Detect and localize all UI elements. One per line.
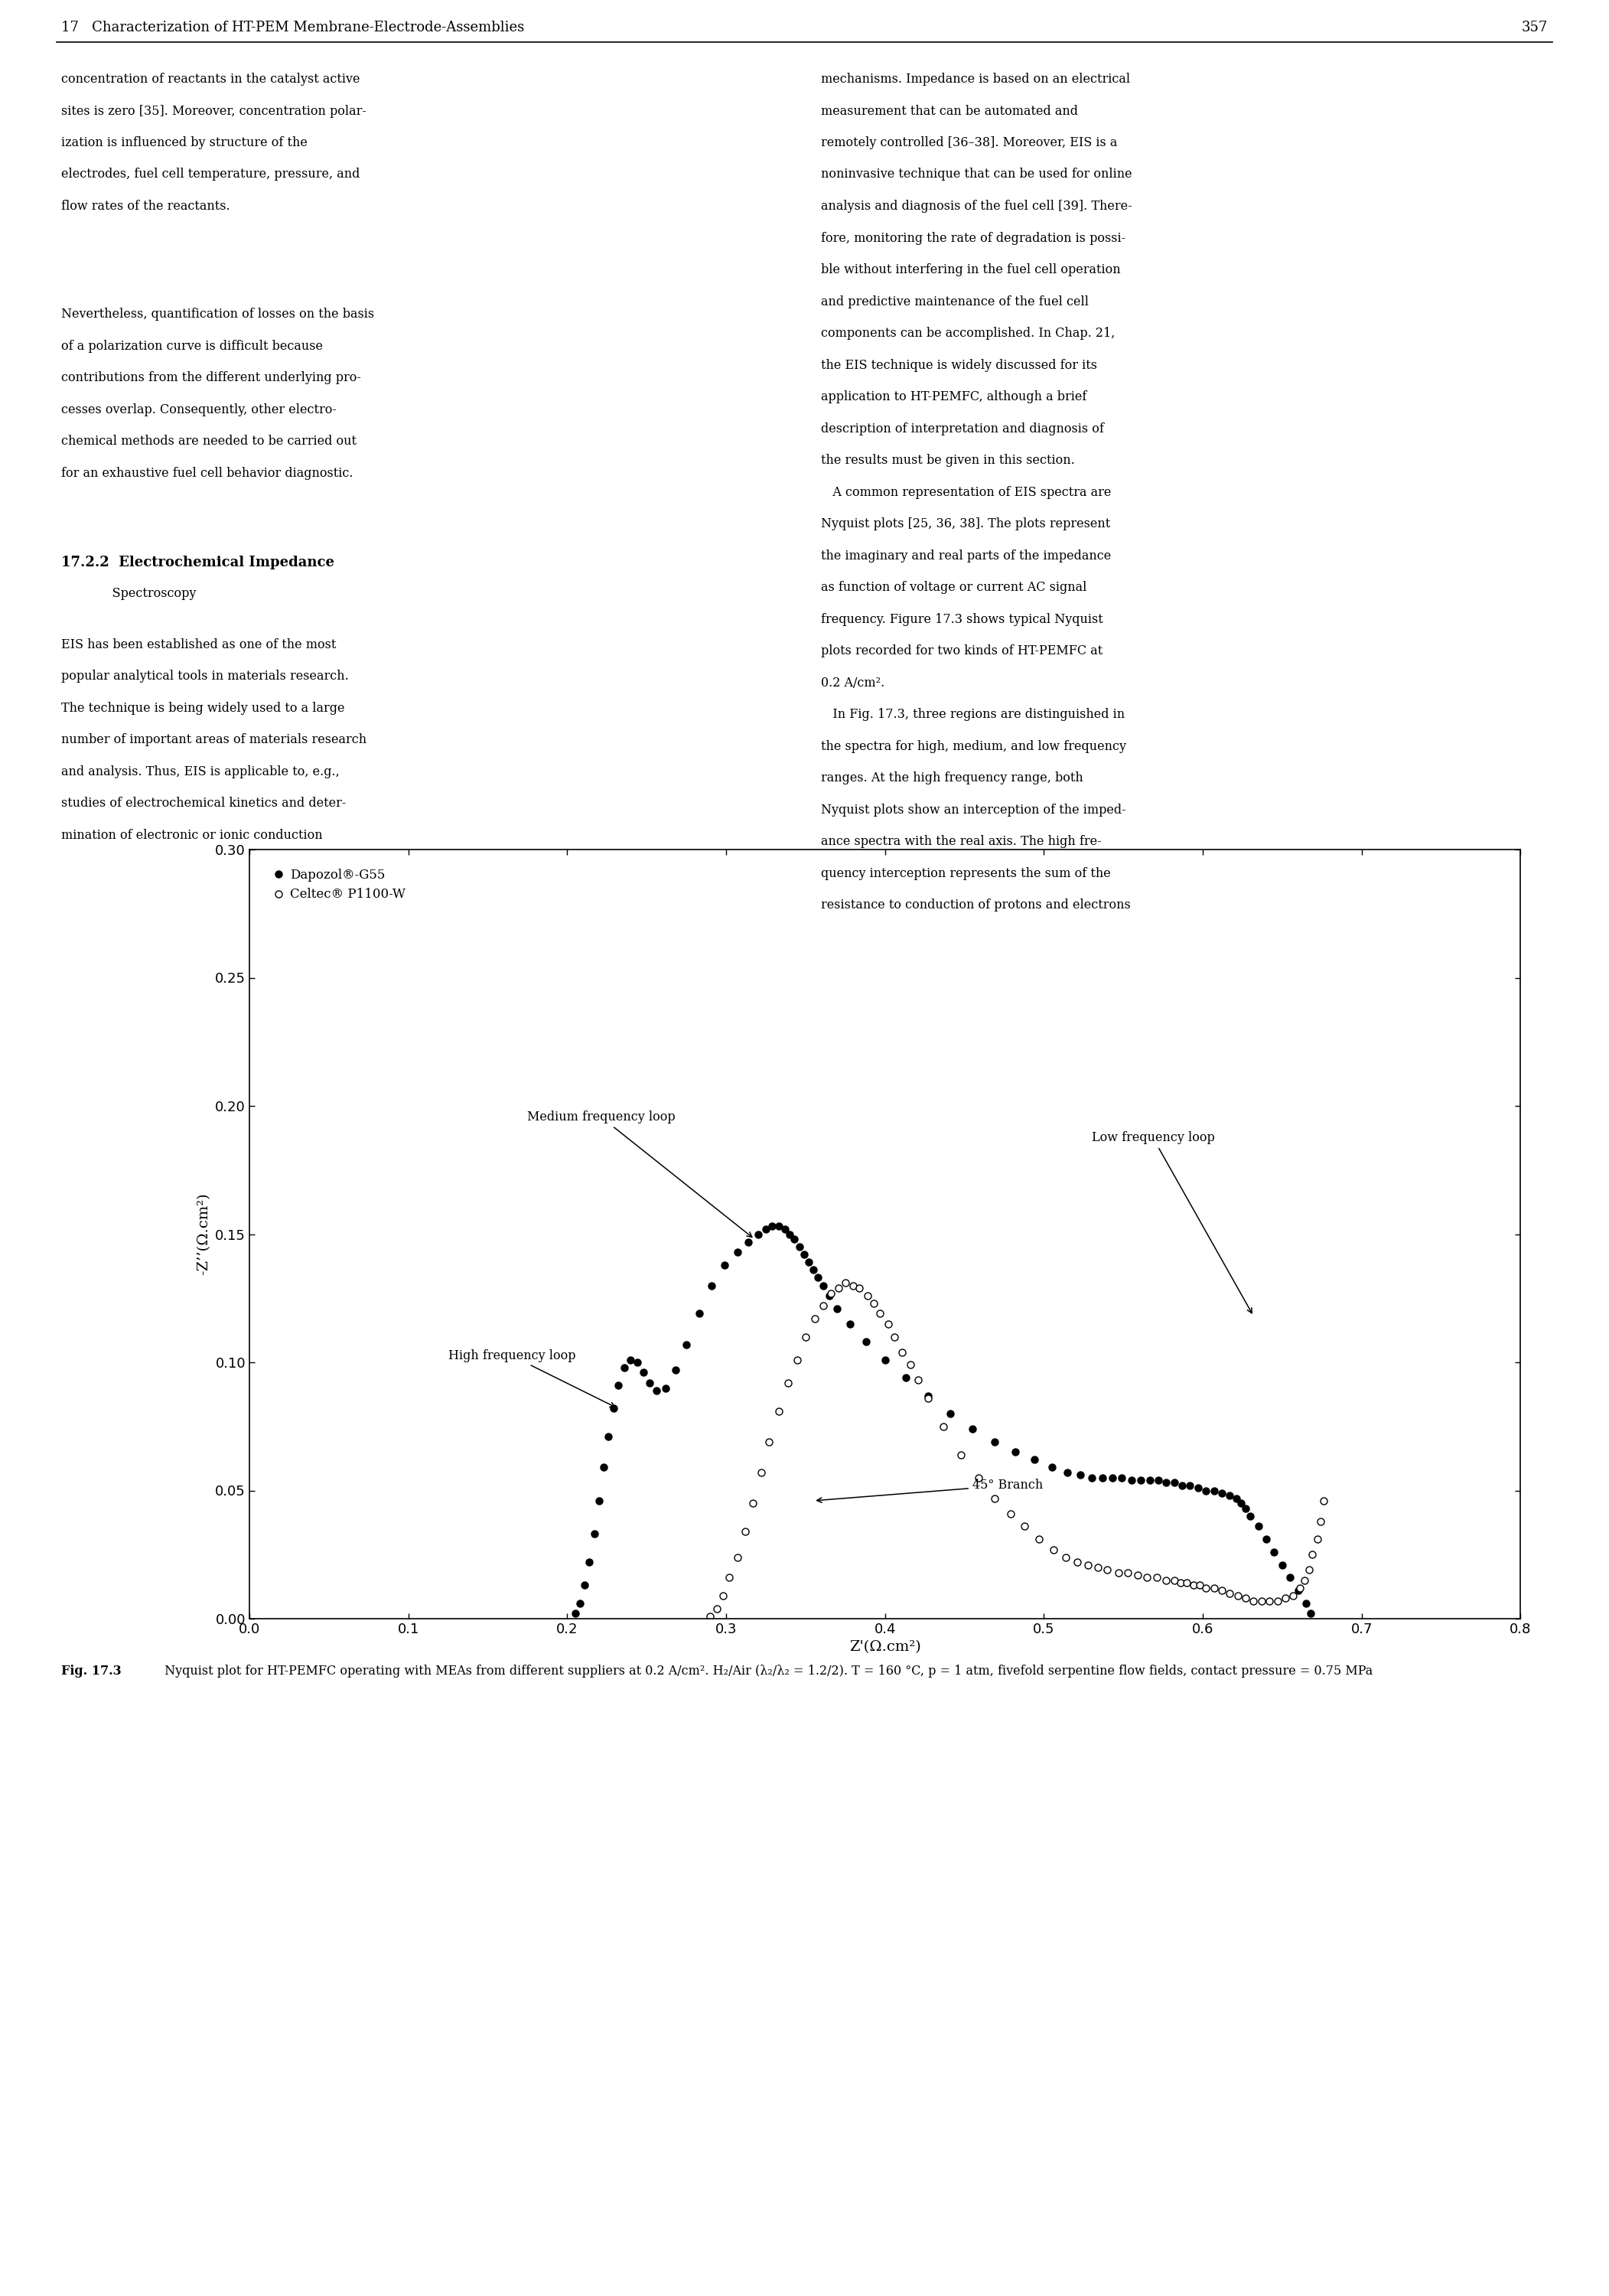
- Text: concentration of reactants in the catalyst active: concentration of reactants in the cataly…: [61, 73, 360, 85]
- Celtec® P1100-W: [779, 1368, 798, 1396]
- Text: The technique is being widely used to a large: The technique is being widely used to a …: [61, 703, 344, 714]
- Dapozol®-G55: [1231, 1490, 1250, 1518]
- Text: resistance to conduction of protons and electrons: resistance to conduction of protons and …: [821, 898, 1130, 912]
- Text: popular analytical tools in materials research.: popular analytical tools in materials re…: [61, 670, 349, 682]
- Celtec® P1100-W: [1171, 1568, 1191, 1596]
- Dapozol®-G55: [1249, 1513, 1268, 1541]
- Text: ization is influenced by structure of the: ization is influenced by structure of th…: [61, 135, 307, 149]
- Text: application to HT-PEMFC, although a brief: application to HT-PEMFC, although a brie…: [821, 390, 1086, 404]
- Dapozol®-G55: [1204, 1476, 1223, 1504]
- Celtec® P1100-W: [1315, 1488, 1334, 1515]
- Text: and analysis. Thus, EIS is applicable to, e.g.,: and analysis. Thus, EIS is applicable to…: [61, 765, 339, 778]
- Celtec® P1100-W: [835, 1270, 854, 1297]
- Text: 45° Branch: 45° Branch: [817, 1479, 1043, 1502]
- Text: the imaginary and real parts of the impedance: the imaginary and real parts of the impe…: [821, 549, 1110, 563]
- Text: Medium frequency loop: Medium frequency loop: [528, 1111, 751, 1238]
- Text: Spectroscopy: Spectroscopy: [61, 588, 196, 599]
- Text: mechanisms. Impedance is based on an electrical: mechanisms. Impedance is based on an ele…: [821, 73, 1130, 85]
- Celtec® P1100-W: [1097, 1557, 1117, 1584]
- Dapozol®-G55: [763, 1212, 782, 1240]
- Text: remotely controlled [36–38]. Moreover, EIS is a: remotely controlled [36–38]. Moreover, E…: [821, 135, 1117, 149]
- Text: 357: 357: [1522, 21, 1548, 34]
- Text: the EIS technique is widely discussed for its: the EIS technique is widely discussed fo…: [821, 358, 1097, 372]
- Text: description of interpretation and diagnosis of: description of interpretation and diagno…: [821, 422, 1104, 436]
- Dapozol®-G55: [1070, 1460, 1089, 1488]
- Text: mination of electronic or ionic conduction: mination of electronic or ionic conducti…: [61, 829, 322, 843]
- Dapozol®-G55: [1302, 1600, 1321, 1628]
- Text: fore, monitoring the rate of degradation is possi-: fore, monitoring the rate of degradation…: [821, 232, 1125, 246]
- Text: noninvasive technique that can be used for online: noninvasive technique that can be used f…: [821, 168, 1131, 181]
- Text: ble without interfering in the fuel cell operation: ble without interfering in the fuel cell…: [821, 264, 1120, 276]
- Line: Dapozol®-G55: Dapozol®-G55: [571, 1224, 1315, 1616]
- Dapozol®-G55: [565, 1600, 584, 1628]
- Text: flow rates of the reactants.: flow rates of the reactants.: [61, 200, 230, 214]
- Celtec® P1100-W: [893, 1339, 912, 1366]
- Celtec® P1100-W: [700, 1603, 719, 1630]
- Text: as function of voltage or current AC signal: as function of voltage or current AC sig…: [821, 581, 1086, 595]
- Text: A common representation of EIS spectra are: A common representation of EIS spectra a…: [821, 487, 1110, 498]
- Text: plots recorded for two kinds of HT-PEMFC at: plots recorded for two kinds of HT-PEMFC…: [821, 645, 1102, 657]
- Celtec® P1100-W: [1147, 1564, 1167, 1591]
- Line: Celtec® P1100-W: Celtec® P1100-W: [706, 1279, 1327, 1619]
- Dapozol®-G55: [962, 1414, 981, 1442]
- Text: Nyquist plots show an interception of the imped-: Nyquist plots show an interception of th…: [821, 804, 1126, 817]
- Text: cesses overlap. Consequently, other electro-: cesses overlap. Consequently, other elec…: [61, 404, 336, 416]
- Text: Nyquist plot for HT-PEMFC operating with MEAs from different suppliers at 0.2 A/: Nyquist plot for HT-PEMFC operating with…: [161, 1665, 1372, 1678]
- Text: ance spectra with the real axis. The high fre-: ance spectra with the real axis. The hig…: [821, 836, 1101, 847]
- Text: Nevertheless, quantification of losses on the basis: Nevertheless, quantification of losses o…: [61, 308, 375, 321]
- Text: Fig. 17.3: Fig. 17.3: [61, 1665, 121, 1678]
- Text: number of important areas of materials research: number of important areas of materials r…: [61, 732, 367, 746]
- Text: chemical methods are needed to be carried out: chemical methods are needed to be carrie…: [61, 434, 357, 448]
- Text: contributions from the different underlying pro-: contributions from the different underly…: [61, 372, 360, 383]
- Text: 0.2 A/cm².: 0.2 A/cm².: [821, 677, 885, 689]
- Text: electrodes, fuel cell temperature, pressure, and: electrodes, fuel cell temperature, press…: [61, 168, 360, 181]
- Text: 17   Characterization of HT-PEM Membrane-Electrode-Assemblies: 17 Characterization of HT-PEM Membrane-E…: [61, 21, 525, 34]
- Y-axis label: -Z’’(Ω.cm²): -Z’’(Ω.cm²): [196, 1194, 211, 1274]
- X-axis label: Z'(Ω.cm²): Z'(Ω.cm²): [850, 1639, 920, 1653]
- Text: Low frequency loop: Low frequency loop: [1091, 1132, 1252, 1313]
- Text: Nyquist plots [25, 36, 38]. The plots represent: Nyquist plots [25, 36, 38]. The plots re…: [821, 517, 1110, 530]
- Text: analysis and diagnosis of the fuel cell [39]. There-: analysis and diagnosis of the fuel cell …: [821, 200, 1131, 214]
- Text: and predictive maintenance of the fuel cell: and predictive maintenance of the fuel c…: [821, 296, 1088, 308]
- Text: quency interception represents the sum of the: quency interception represents the sum o…: [821, 868, 1110, 879]
- Text: 17.2.2  Electrochemical Impedance: 17.2.2 Electrochemical Impedance: [61, 556, 335, 569]
- Text: EIS has been established as one of the most: EIS has been established as one of the m…: [61, 638, 336, 652]
- Text: studies of electrochemical kinetics and deter-: studies of electrochemical kinetics and …: [61, 797, 346, 810]
- Text: for an exhaustive fuel cell behavior diagnostic.: for an exhaustive fuel cell behavior dia…: [61, 466, 352, 480]
- Celtec® P1100-W: [843, 1272, 862, 1300]
- Text: components can be accomplished. In Chap. 21,: components can be accomplished. In Chap.…: [821, 326, 1115, 340]
- Text: frequency. Figure 17.3 shows typical Nyquist: frequency. Figure 17.3 shows typical Nyq…: [821, 613, 1102, 627]
- Text: ranges. At the high frequency range, both: ranges. At the high frequency range, bot…: [821, 771, 1083, 785]
- Text: the results must be given in this section.: the results must be given in this sectio…: [821, 455, 1075, 466]
- Legend: Dapozol®-G55, Celtec® P1100-W: Dapozol®-G55, Celtec® P1100-W: [269, 863, 410, 907]
- Text: measurement that can be automated and: measurement that can be automated and: [821, 103, 1078, 117]
- Text: the spectra for high, medium, and low frequency: the spectra for high, medium, and low fr…: [821, 739, 1126, 753]
- Dapozol®-G55: [1157, 1469, 1176, 1497]
- Text: High frequency loop: High frequency loop: [447, 1350, 615, 1407]
- Text: sites is zero [35]. Moreover, concentration polar-: sites is zero [35]. Moreover, concentrat…: [61, 103, 367, 117]
- Text: of a polarization curve is difficult because: of a polarization curve is difficult bec…: [61, 340, 323, 354]
- Text: In Fig. 17.3, three regions are distinguished in: In Fig. 17.3, three regions are distingu…: [821, 707, 1125, 721]
